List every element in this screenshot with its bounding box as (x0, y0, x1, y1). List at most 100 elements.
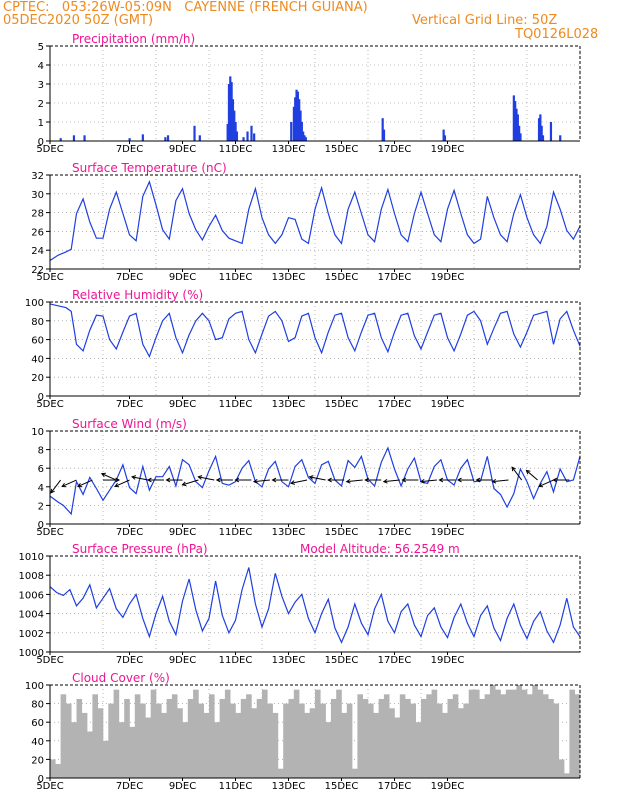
model-altitude: Model Altitude: 56.2549 m (300, 542, 460, 556)
cloud-bar (426, 694, 432, 778)
cloud-bar (463, 703, 469, 778)
precip-bar (559, 135, 562, 141)
cloud-bar (458, 708, 464, 778)
cloud-bar (415, 722, 422, 778)
wind-arrow-head (131, 475, 137, 480)
series-line (49, 446, 581, 516)
run-datetime: 05DEC2020 50Z (GMT) (3, 13, 154, 28)
precip-bar (515, 108, 518, 141)
wind-arrow-head (327, 477, 332, 483)
precip-bar (514, 101, 517, 141)
y-tick-label: 0 (38, 520, 44, 531)
y-tick-label: 100 (25, 681, 44, 692)
y-tick-label: 1002 (19, 629, 44, 640)
cloud-bar (304, 712, 310, 778)
cloud-bar (81, 712, 88, 778)
y-tick-label: 3 (38, 80, 44, 91)
precip-bar (230, 82, 233, 141)
precip-bar (296, 91, 299, 141)
cloud-bar (484, 694, 491, 778)
cloud-bar (542, 694, 549, 778)
precip-bar (541, 135, 545, 141)
wind-arrow-head (77, 482, 83, 488)
cloud-bar (224, 689, 231, 778)
x-tick-label: 7DEC (116, 655, 143, 666)
y-tick-label: 0 (38, 774, 44, 785)
wind-arrow (492, 479, 509, 483)
wind-arrow-head (308, 475, 314, 480)
cloud-bar (500, 694, 507, 778)
wind-arrow (290, 479, 308, 484)
cloud-bar (203, 712, 210, 778)
y-tick-label: 6 (38, 464, 44, 475)
station-header: CPTEC: 053:26W-05:09N CAYENNE (FRENCH GU… (3, 0, 368, 15)
y-tick-label: 100 (25, 298, 44, 309)
y-tick-label: 60 (31, 336, 44, 347)
cloud-bar (293, 689, 300, 778)
x-tick-label: 5DEC (36, 527, 63, 538)
precip-bar (537, 118, 541, 141)
wind-arrow-head (215, 477, 221, 483)
wind-arrow (538, 479, 554, 487)
wind-arrow-head (252, 478, 258, 484)
wind-arrow-head (271, 477, 277, 483)
y-tick-label: 20 (31, 755, 44, 766)
panel-title: Surface Temperature (nC) (72, 161, 227, 175)
precip-bar (382, 129, 386, 141)
rh-panel: 0 20 40 60 80 100 5DEC 7DEC 9DEC 11DEC 13DEC 15DEC 1… (25, 288, 581, 410)
cloud-bar (352, 768, 358, 778)
y-tick-label: 5 (38, 42, 44, 53)
cloud-bar (421, 698, 427, 778)
wind-arrow (420, 479, 437, 483)
cloud-bar (410, 703, 416, 778)
cloud-bar (399, 694, 406, 778)
cloud-bar (548, 698, 554, 778)
panel-title: Relative Humidity (%) (72, 288, 203, 302)
panel-frame (49, 174, 581, 270)
wind-panel: 0 2 4 6 8 10 5DEC 7DEC 9DEC 11DEC 13DEC 15DEC 17DEC 1… (31, 417, 581, 538)
cloud-bar (256, 698, 263, 778)
cloud-bar (166, 698, 173, 778)
precip-bar (303, 135, 306, 141)
precip-bar (166, 135, 170, 141)
x-tick-label: 17DEC (378, 399, 412, 410)
cloud-bar (405, 698, 411, 778)
wind-arrow (309, 476, 326, 481)
wind-arrow-head (234, 477, 240, 483)
cloud-bar (442, 712, 448, 778)
x-tick-label: 11DEC (219, 655, 253, 666)
wind-arrow-head (364, 477, 369, 483)
x-tick-label: 5DEC (36, 781, 63, 792)
x-tick-label: 15DEC (325, 527, 359, 538)
precip-bar (227, 84, 231, 141)
x-tick-label: 9DEC (169, 399, 196, 410)
y-tick-label: 0 (38, 392, 44, 403)
cloud-bar (505, 689, 512, 778)
x-tick-label: 7DEC (116, 399, 143, 410)
wind-arrow-head (114, 482, 120, 488)
x-tick-label: 9DEC (169, 655, 196, 666)
cloud-bar (156, 703, 162, 778)
y-tick-label: 1000 (19, 648, 44, 659)
wind-arrow-head (438, 477, 444, 483)
cloud-bar (161, 712, 167, 778)
cloud-bar (246, 694, 252, 778)
cloud-bar (468, 689, 475, 778)
x-tick-label: 17DEC (378, 144, 412, 155)
y-tick-label: 10 (31, 427, 44, 438)
y-tick-label: 30 (31, 190, 44, 201)
x-tick-label: 15DEC (325, 781, 359, 792)
precip-panel: 0 1 2 3 4 5 5DEC 7DEC 9DEC 11DEC 13DEC 15DEC 17DEC 19… (36, 32, 581, 155)
cloud-bar (65, 703, 72, 778)
wind-arrow (346, 479, 363, 483)
precip-bar (59, 138, 62, 141)
cloud-bar (140, 703, 146, 778)
wind-arrow-head (475, 477, 481, 483)
x-tick-label: 7DEC (116, 144, 143, 155)
x-tick-label: 7DEC (116, 527, 143, 538)
wind-arrow-head (345, 478, 351, 484)
x-tick-label: 9DEC (169, 272, 196, 283)
wind-arrow (50, 479, 61, 494)
cloud-bar (368, 703, 374, 778)
precip-bar (519, 133, 522, 141)
